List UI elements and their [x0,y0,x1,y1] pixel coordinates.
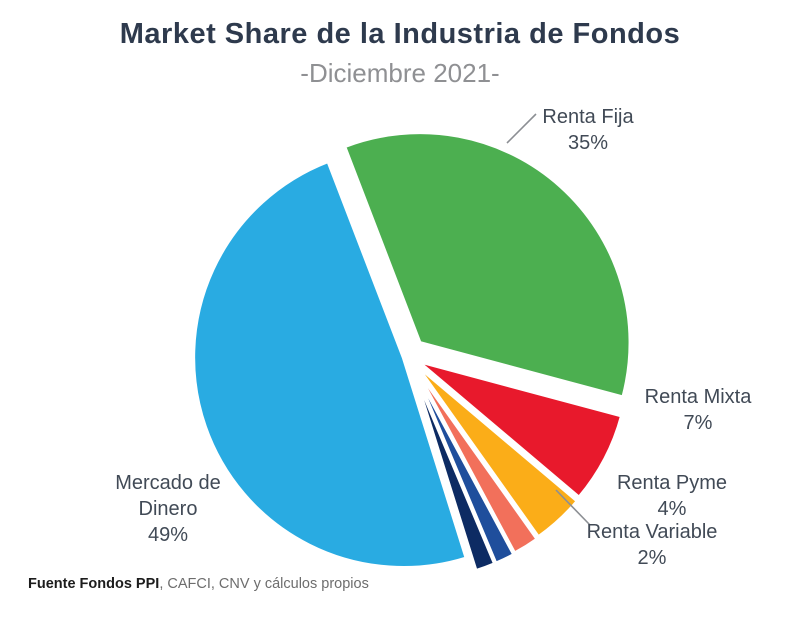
callout-renta-pyme-label: Renta Pyme [616,472,728,494]
callout-renta-variable-value: 2% [637,547,667,569]
leader-line-renta-variable [555,489,591,526]
callout-renta-fija-value: 35% [567,132,609,154]
source-note-rest: , CAFCI, CNV y cálculos propios [159,576,369,592]
callout-renta-fija: Renta Fija 35% [518,104,658,156]
chart-title: Market Share de la Industria de Fondos [119,18,681,50]
source-note: Fuente Fondos PPI, CAFCI, CNV y cálculos… [28,576,369,592]
pie-slice-unlabeled [411,368,496,572]
pie-slice-mercado-de-dinero [192,160,468,569]
pie-slice-renta-variable [413,366,539,555]
callout-renta-fija-label: Renta Fija [542,106,634,128]
callout-renta-mixta-value: 7% [683,412,713,434]
callout-renta-mixta-label: Renta Mixta [644,386,752,408]
pie-slice-renta-pyme [415,364,579,539]
callout-renta-pyme: Renta Pyme 4% [602,470,742,522]
callout-mercado-dinero-label: Mercado de Dinero [115,472,221,520]
callout-renta-variable: Renta Variable 2% [568,519,736,571]
callout-renta-mixta: Renta Mixta 7% [628,384,768,436]
callout-mercado-dinero-value: 49% [147,524,189,546]
callout-mercado-dinero: Mercado de Dinero 49% [98,470,238,548]
callout-renta-pyme-value: 4% [657,498,687,520]
pie-slices [192,131,632,572]
leader-line-renta-fija [506,113,537,144]
pie-slice-renta-mixta [417,360,623,499]
chart-subtitle: -Diciembre 2021- [300,58,500,88]
pie-slice-renta-fija [343,131,632,399]
source-note-bold: Fuente Fondos PPI [28,576,160,592]
callout-renta-variable-label: Renta Variable [586,521,718,543]
